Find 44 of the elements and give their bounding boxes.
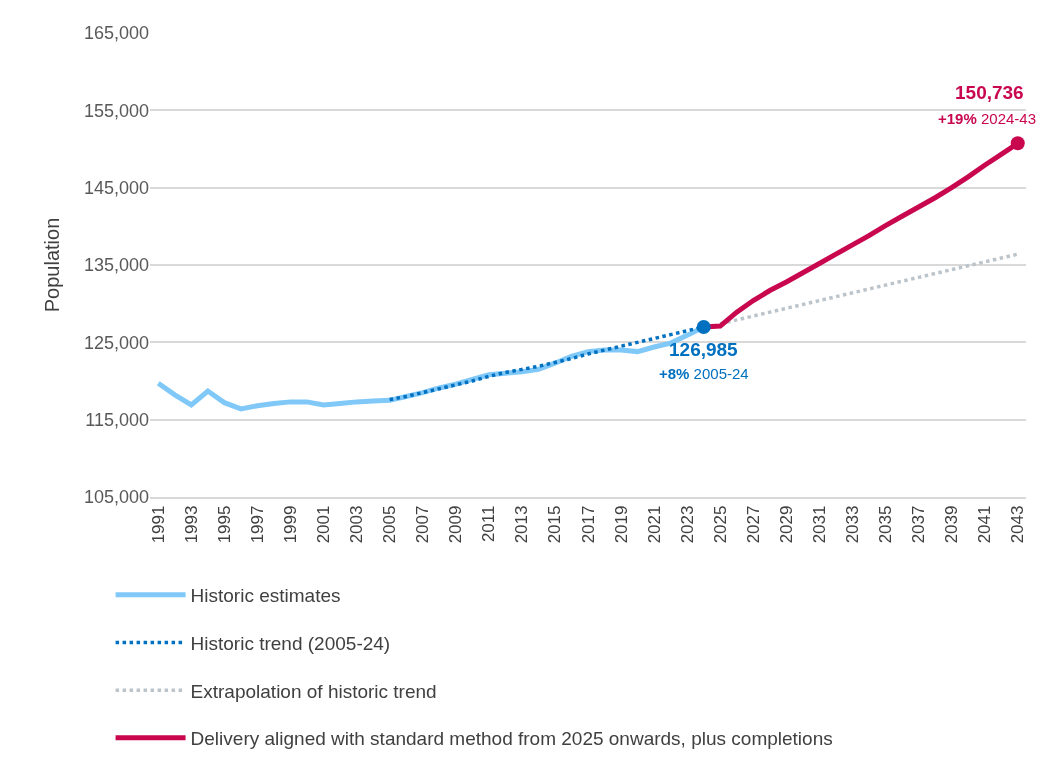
x-tick-label: 2033 bbox=[842, 505, 862, 544]
x-tick-label: 2009 bbox=[446, 505, 466, 544]
legend-label: Historic estimates bbox=[190, 585, 341, 607]
x-tick-label: 2005 bbox=[380, 505, 400, 544]
x-tick-label: 2015 bbox=[545, 505, 565, 544]
annotation: +8% 2005-24 bbox=[659, 365, 749, 382]
x-tick-label: 2037 bbox=[909, 505, 929, 544]
y-tick-label: 125,000 bbox=[83, 332, 149, 353]
x-tick-label: 2027 bbox=[743, 505, 763, 544]
y-tick-label: 135,000 bbox=[83, 255, 149, 276]
y-tick-label: 115,000 bbox=[85, 409, 149, 430]
x-tick-label: 2021 bbox=[644, 505, 664, 544]
x-tick-label: 2035 bbox=[876, 505, 896, 544]
x-tick-label: 2001 bbox=[314, 505, 334, 544]
x-tick-label: 1995 bbox=[214, 505, 234, 544]
x-tick-label: 2043 bbox=[1008, 505, 1028, 544]
y-tick-label: 145,000 bbox=[83, 177, 149, 198]
legend-label: Historic trend (2005-24) bbox=[190, 632, 391, 654]
x-tick-label: 2007 bbox=[413, 505, 433, 544]
x-tick-label: 1997 bbox=[247, 505, 267, 544]
legend-label: Delivery aligned with standard method from 2025 onwards, plus completions bbox=[190, 728, 833, 750]
x-tick-label: 2023 bbox=[677, 505, 697, 544]
x-tick-label: 1999 bbox=[281, 505, 301, 544]
x-tick-label: 2031 bbox=[809, 505, 829, 544]
x-tick-label: 2041 bbox=[975, 505, 995, 544]
x-tick-label: 2019 bbox=[611, 505, 631, 544]
x-tick-label: 2011 bbox=[479, 505, 499, 543]
x-tick-label: 2029 bbox=[776, 505, 796, 544]
x-tick-label: 2017 bbox=[578, 505, 598, 544]
x-tick-label: 2039 bbox=[942, 505, 962, 544]
x-tick-label: 2025 bbox=[710, 505, 730, 544]
x-tick-label: 2013 bbox=[512, 505, 532, 544]
line-series bbox=[718, 252, 1020, 326]
annotation: +19% 2024-43 bbox=[938, 110, 1037, 127]
legend-label: Extrapolation of historic trend bbox=[190, 680, 437, 702]
y-axis-title: Population bbox=[41, 217, 64, 313]
annotation: 150,736 bbox=[955, 82, 1024, 103]
x-tick-label: 1991 bbox=[148, 505, 168, 544]
annotation: 126,985 bbox=[669, 339, 739, 360]
y-tick-label: 155,000 bbox=[83, 100, 149, 121]
x-tick-label: 1993 bbox=[181, 505, 201, 544]
x-tick-label: 2003 bbox=[347, 505, 367, 544]
y-tick-label: 105,000 bbox=[83, 487, 149, 508]
y-tick-label: 165,000 bbox=[83, 23, 149, 44]
